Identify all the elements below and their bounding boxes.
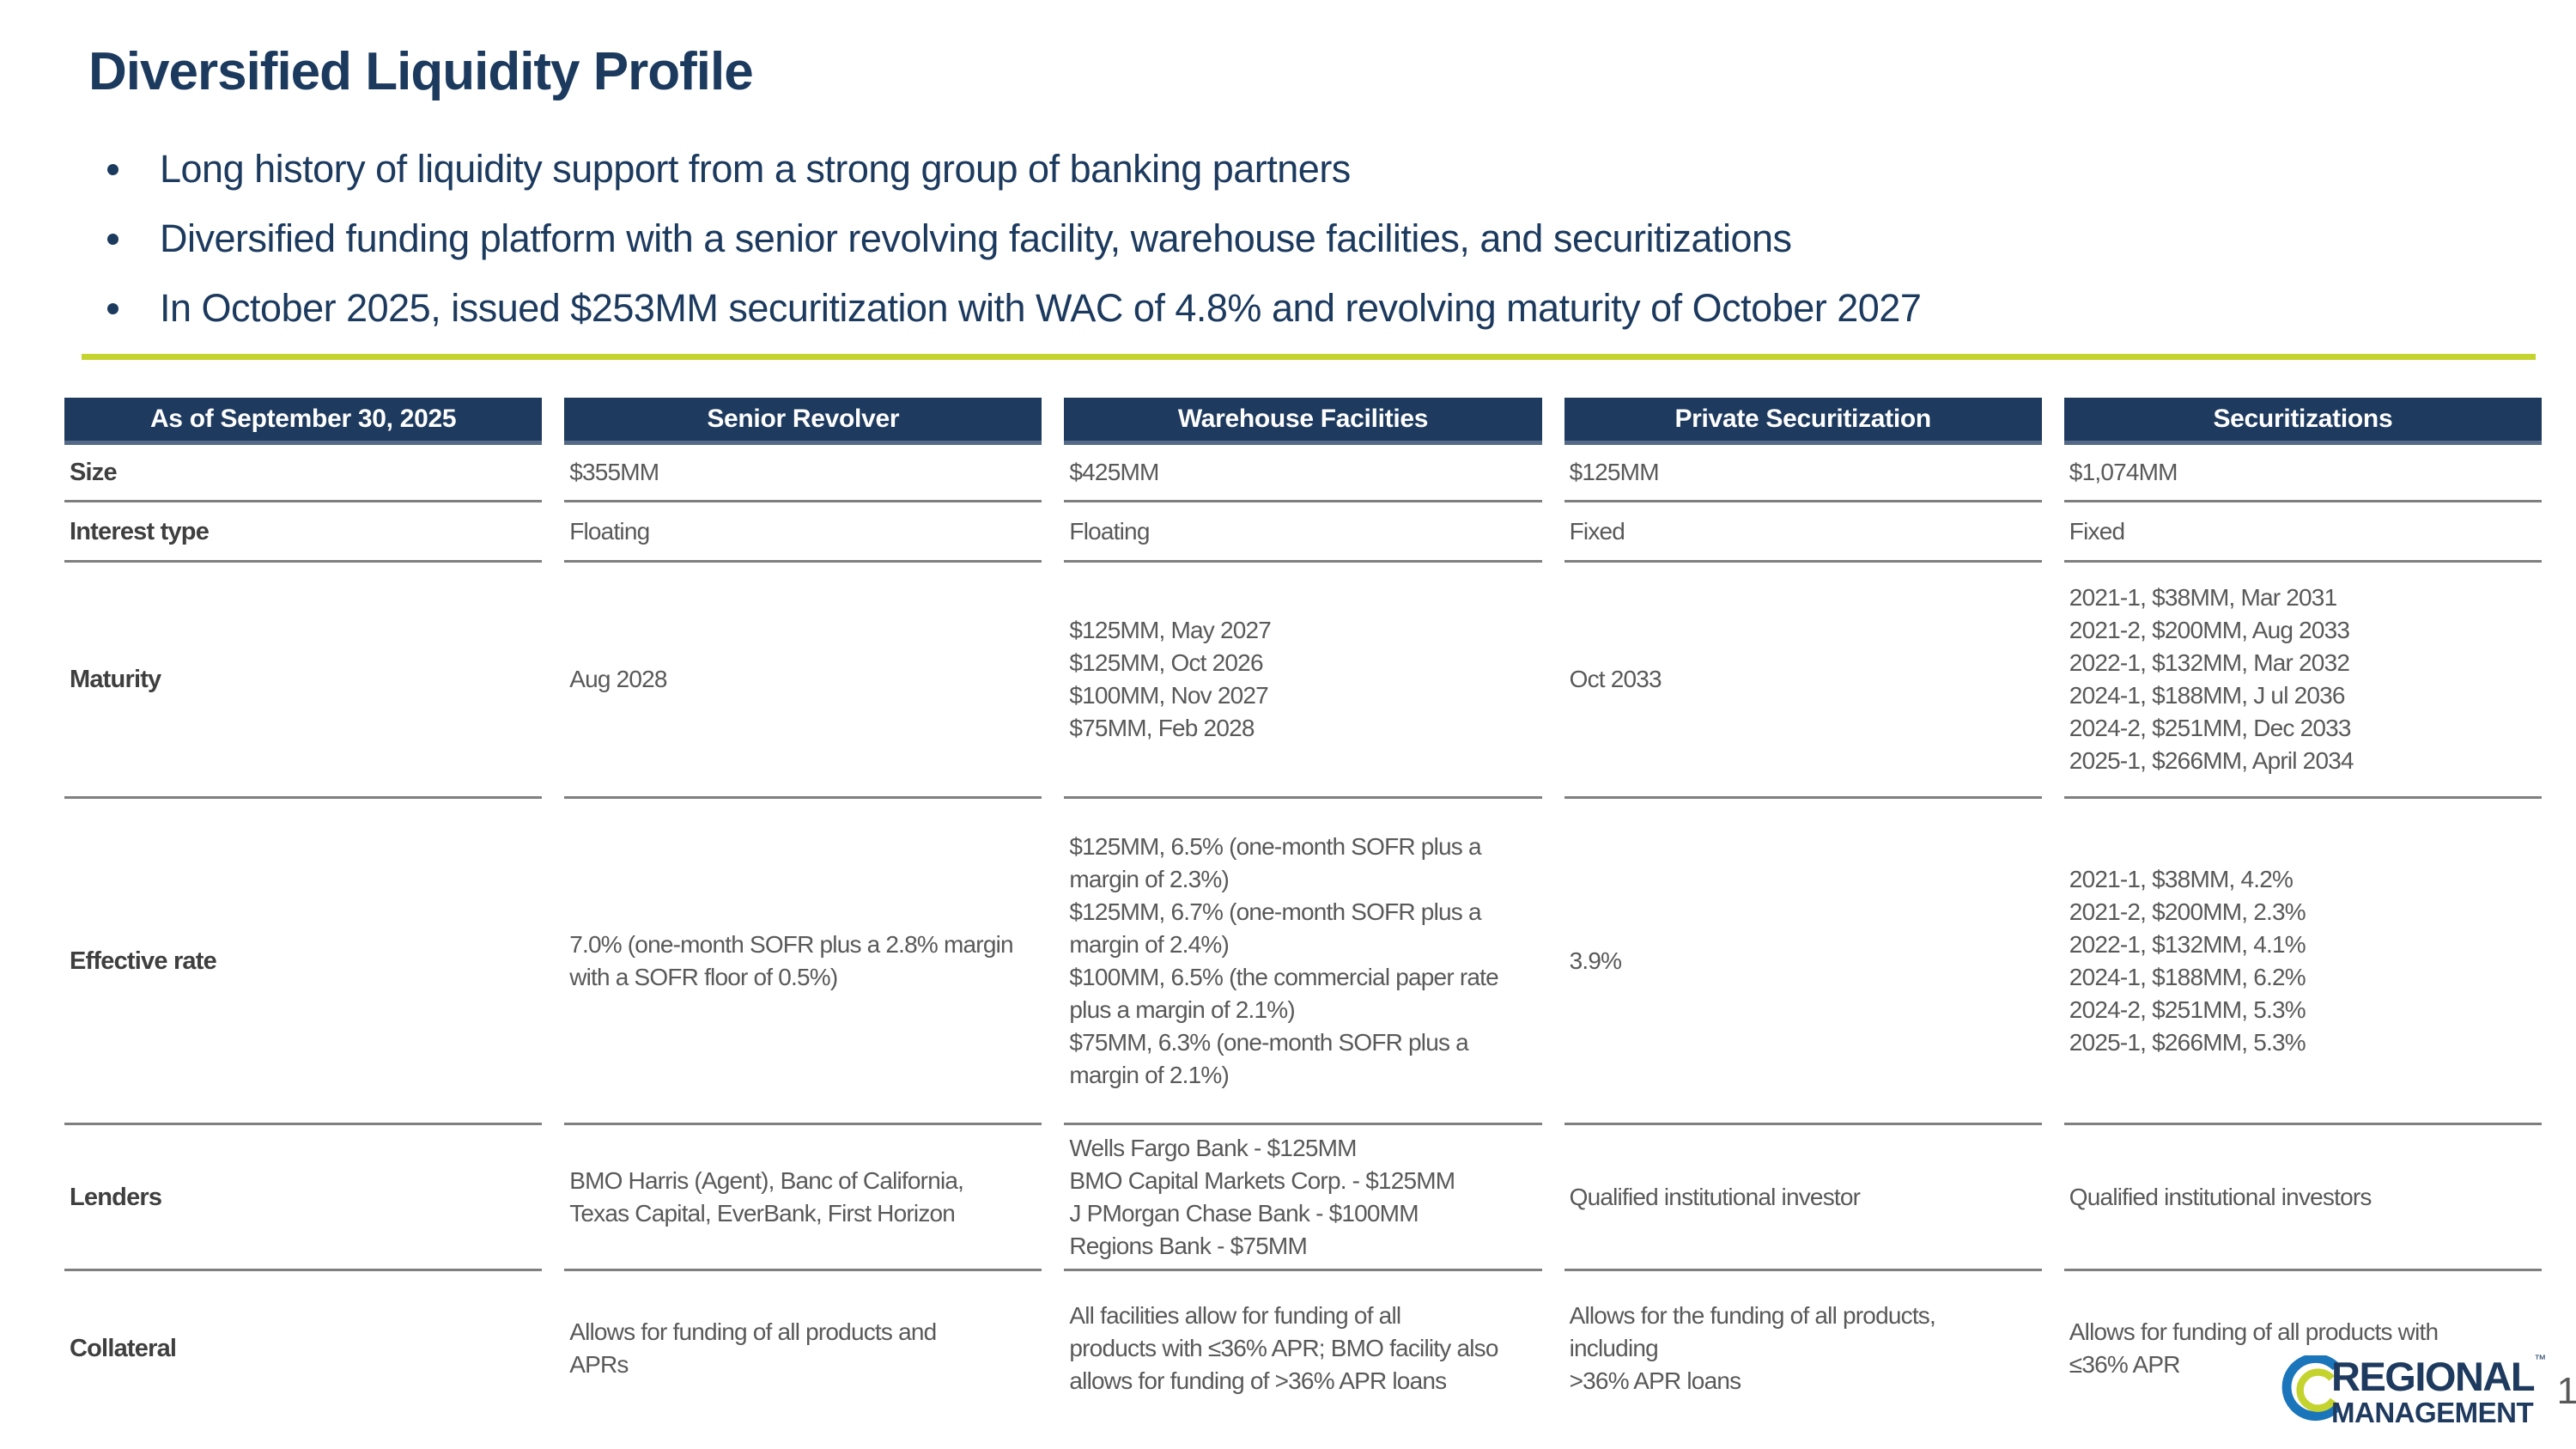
table-cell: 7.0% (one-month SOFR plus a 2.8% margin …: [564, 799, 1042, 1125]
table-cell: Oct 2033: [1564, 563, 2042, 799]
column-header-private-securitization: Private Securitization: [1564, 398, 2042, 445]
bullet-text: In October 2025, issued $253MM securitiz…: [160, 286, 1922, 330]
row-label: Lenders: [64, 1125, 543, 1271]
table-cell: Fixed: [2063, 502, 2542, 563]
bullet-icon: [107, 303, 118, 314]
page-title: Diversified Liquidity Profile: [88, 42, 754, 101]
regional-management-logo: REGIONAL™ MANAGEMENT: [2271, 1353, 2546, 1428]
table-cell: BMO Harris (Agent), Banc of California, …: [564, 1125, 1042, 1271]
logo-swoosh-icon: [2281, 1355, 2342, 1422]
table-cell: Floating: [1064, 502, 1542, 563]
table-cell: All facilities allow for funding of all …: [1069, 1302, 1498, 1394]
column-header-as-of-date: As of September 30, 2025: [64, 398, 543, 445]
table-cell: Floating: [564, 502, 1042, 563]
logo-text: REGIONAL™ MANAGEMENT: [2331, 1353, 2546, 1428]
table-cell: $1,074MM: [2063, 445, 2542, 502]
liquidity-table: As of September 30, 2025 Senior Revolver…: [64, 398, 2542, 1426]
bullet-list: Long history of liquidity support from a…: [107, 144, 1922, 353]
table-row-size: Size $355MM $425MM $125MM $1,074MM: [64, 445, 2542, 502]
table-cell: Allows for funding of all products with …: [2069, 1318, 2439, 1378]
table-cell: Fixed: [1564, 502, 2042, 563]
table-cell: $125MM: [1564, 445, 2042, 502]
table-header-row: As of September 30, 2025 Senior Revolver…: [64, 398, 2542, 445]
logo-word-management: MANAGEMENT: [2331, 1397, 2534, 1428]
page-number: 18: [2556, 1370, 2576, 1412]
bullet-text: Diversified funding platform with a seni…: [160, 216, 1792, 260]
logo-line1: REGIONAL™: [2331, 1353, 2546, 1399]
table-cell: 2021-1, $38MM, 4.2% 2021-2, $200MM, 2.3%…: [2063, 799, 2542, 1125]
table-cell: Aug 2028: [564, 563, 1042, 799]
row-label: Effective rate: [64, 799, 543, 1125]
table-cell: $125MM, May 2027 $125MM, Oct 2026 $100MM…: [1064, 563, 1542, 799]
list-item: Diversified funding platform with a seni…: [107, 214, 1921, 264]
table-row-lenders: Lenders BMO Harris (Agent), Banc of Cali…: [64, 1125, 2542, 1271]
bullet-icon: [107, 164, 118, 175]
table-cell: Qualified institutional investor: [1564, 1125, 2042, 1271]
table-cell: Wells Fargo Bank - $125MM BMO Capital Ma…: [1064, 1125, 1542, 1271]
column-header-warehouse-facilities: Warehouse Facilities: [1064, 398, 1542, 445]
row-label: Size: [64, 445, 543, 502]
list-item: Long history of liquidity support from a…: [107, 144, 1921, 194]
bullet-icon: [107, 234, 118, 245]
table-cell: Allows for the funding of all products, …: [1569, 1302, 1936, 1394]
table-row-maturity: Maturity Aug 2028 $125MM, May 2027 $125M…: [64, 563, 2542, 799]
table-cell: Allows for funding of all products and A…: [569, 1318, 937, 1378]
footer: REGIONAL™ MANAGEMENT 18: [2271, 1353, 2576, 1428]
table-cell: 3.9%: [1564, 799, 2042, 1125]
table-row-effective-rate: Effective rate 7.0% (one-month SOFR plus…: [64, 799, 2542, 1125]
row-label: Maturity: [64, 563, 543, 799]
table-row-collateral: Collateral Allows for funding of all pro…: [64, 1271, 2542, 1426]
table-cell: 2021-1, $38MM, Mar 2031 2021-2, $200MM, …: [2063, 563, 2542, 799]
list-item: In October 2025, issued $253MM securitiz…: [107, 283, 1922, 333]
logo-word-regional: REGIONAL: [2331, 1354, 2536, 1399]
column-header-securitizations: Securitizations: [2063, 398, 2542, 445]
row-label: Collateral: [70, 1335, 177, 1362]
table-cell: $125MM, 6.5% (one-month SOFR plus a marg…: [1064, 799, 1542, 1125]
accent-divider-line: [82, 354, 2536, 360]
bullet-text: Long history of liquidity support from a…: [160, 147, 1351, 191]
table-cell: Qualified institutional investors: [2063, 1125, 2542, 1271]
table-cell: $355MM: [564, 445, 1042, 502]
column-header-senior-revolver: Senior Revolver: [564, 398, 1042, 445]
trademark-symbol: ™: [2534, 1352, 2546, 1366]
row-label: Interest type: [64, 502, 543, 563]
table-row-interest-type: Interest type Floating Floating Fixed Fi…: [64, 502, 2542, 563]
table-cell: $425MM: [1064, 445, 1542, 502]
